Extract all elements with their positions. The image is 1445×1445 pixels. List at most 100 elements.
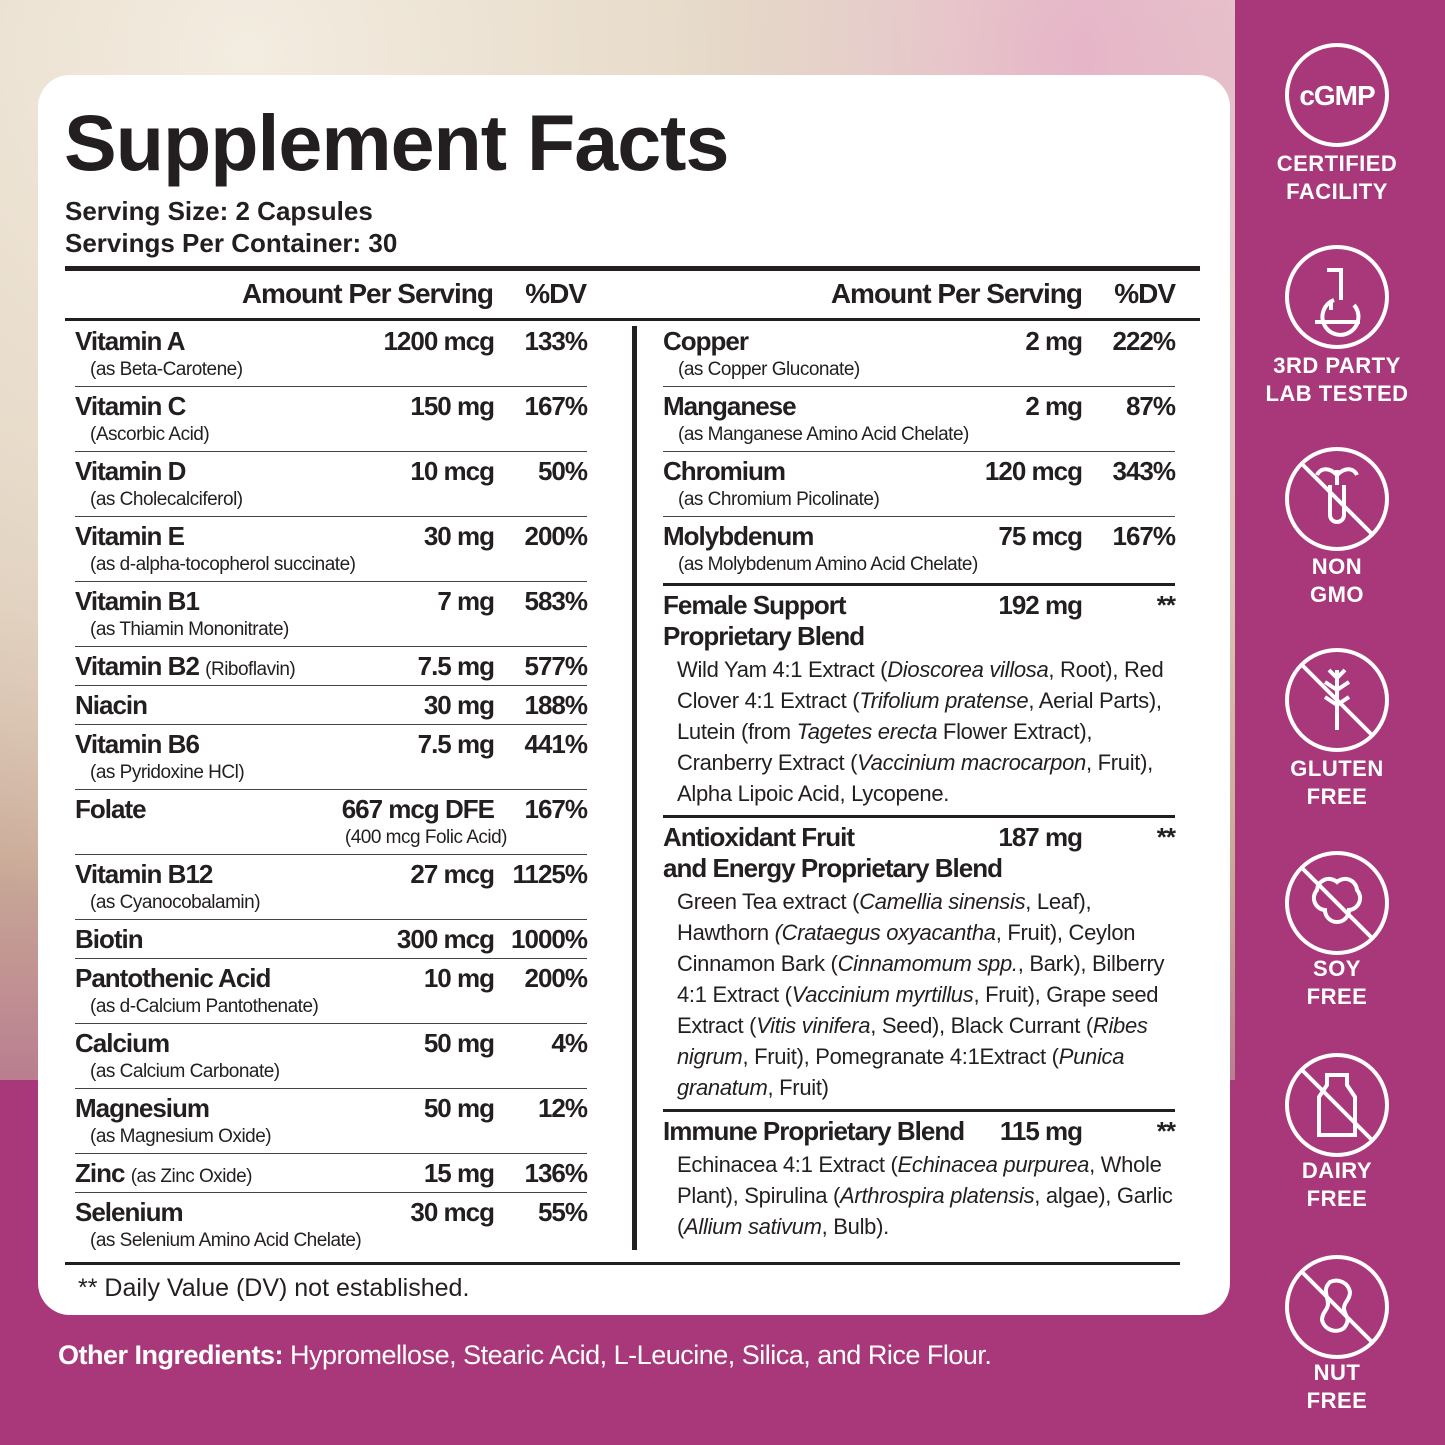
ingredient-text: , Root), Red Clover 4:1 Extract ( [677, 657, 1164, 713]
amount: 30 mcg [410, 1197, 495, 1227]
nutrient-name: Vitamin B2 (Riboflavin) [75, 649, 418, 683]
nutrient-name: Vitamin B1 [75, 584, 437, 618]
amount: 15 mg [423, 1158, 495, 1188]
nutrient-row: Vitamin B2 (Riboflavin) 7.5 mg 577% [75, 647, 589, 686]
botanical-name: Punica granatum [677, 1044, 1125, 1100]
nutrient-name: Pantothenic Acid [75, 961, 424, 995]
blend-amount: 187 mg [998, 822, 1083, 852]
gmo-icon [1315, 467, 1359, 524]
daily-value: 1000% [511, 924, 588, 954]
nutrient-label: Vitamin D [75, 456, 186, 486]
blend: Antioxidant Fruit and Energy Proprietary … [663, 815, 1176, 1109]
daily-value: 87% [1125, 391, 1176, 421]
nutrient-row: Molybdenum 75 mcg 167% (as Molybdenum Amino… [663, 517, 1176, 581]
row-main: Magnesium 50 mg 12% [75, 1091, 588, 1125]
botanical-name: Vaccinium macrocarpon [857, 750, 1086, 775]
ingredient-text: , Fruit) [767, 1075, 829, 1100]
daily-value: 577% [524, 651, 589, 681]
nutrient-note: (as d-alpha-tocopherol succinate) [90, 554, 356, 575]
nutrient-label: Vitamin B6 [75, 729, 200, 759]
botanical-name: (Crataegus oxyacantha [774, 920, 996, 945]
nutrient-name: Vitamin D [75, 454, 410, 488]
nutrient-row: Zinc (as Zinc Oxide) 15 mg 136% [75, 1154, 588, 1193]
icon-slash [1300, 1270, 1374, 1344]
icon-circle [1285, 447, 1389, 551]
right-table: Copper 2 mg 222% (as Copper Gluconate) Manga… [663, 322, 1177, 1248]
daily-value: 167% [524, 391, 589, 421]
microscope-icon [1315, 268, 1361, 337]
amount: 2 mg [1025, 326, 1083, 356]
nutrient-note: (as d-Calcium Pantothenate) [90, 996, 319, 1017]
other-ingredients: Other Ingredients: Hypromellose, Stearic… [58, 1338, 992, 1372]
daily-value: 200% [524, 963, 589, 993]
nutrient-label: Vitamin C [75, 391, 186, 421]
badge-label: GLUTEN FREE [1237, 755, 1437, 811]
ingredient-text: , algae), Garlic ( [677, 1183, 1173, 1239]
nutrient-name: Chromium [663, 454, 985, 488]
nutrient-name: Vitamin C [75, 389, 410, 423]
icon-circle [1285, 851, 1389, 955]
botanical-name: Echinacea purpurea [897, 1152, 1090, 1177]
ingredient-text: Echinacea 4:1 Extract ( [677, 1152, 898, 1177]
blend-name-line: Antioxidant Fruit [663, 822, 855, 852]
blend-dv: ** [1156, 590, 1176, 620]
amount-note: (400 mcg Folic Acid) [344, 827, 508, 848]
badge-label-line: DAIRY [1301, 1158, 1373, 1183]
row-main: Zinc (as Zinc Oxide) 15 mg 136% [75, 1156, 588, 1190]
amount: 7 mg [437, 586, 495, 616]
daily-value: 133% [524, 326, 589, 356]
nutrient-row: Vitamin B12 27 mcg 1125% (as Cyanocobalamin… [75, 855, 588, 920]
nutrient-name: Selenium [75, 1195, 410, 1229]
blend-description: Echinacea 4:1 Extract (Echinacea purpure… [663, 1147, 1175, 1242]
blend-header: Female Support Proprietary Blend 192 mg ** [663, 590, 1176, 652]
botanical-name: Vaccinium myrtillus [791, 982, 974, 1007]
badge-label-line: SOY [1313, 956, 1361, 981]
badge-label-line: FREE [1306, 1186, 1368, 1211]
nutrient-label: Vitamin E [75, 521, 185, 551]
badge-label-line: NON [1311, 554, 1363, 579]
badge-label-line: CERTIFIED [1276, 151, 1398, 176]
row-main: Pantothenic Acid 10 mg 200% [75, 961, 589, 995]
daily-value: 343% [1112, 456, 1177, 486]
serving-size: Serving Size: 2 Capsules [65, 196, 373, 226]
blend-name-line: Female Support [663, 590, 846, 620]
badge-label: DAIRY FREE [1237, 1157, 1437, 1213]
ingredient-text: , Bulb). [821, 1214, 890, 1239]
nutrient-note: (Riboflavin) [205, 659, 296, 680]
nutrient-note: (Ascorbic Acid) [90, 424, 210, 445]
badge-label-line: FREE [1306, 984, 1368, 1009]
nutrient-label: Manganese [663, 391, 797, 421]
nutrient-label: Biotin [75, 924, 144, 954]
nutrient-note: (as Chromium Picolinate) [678, 489, 880, 510]
nutrient-row: Selenium 30 mcg 55% (as Selenium Amino Acid… [75, 1193, 588, 1257]
row-main: Calcium 50 mg 4% [75, 1026, 588, 1060]
amount: 10 mg [423, 963, 495, 993]
daily-value: 55% [537, 1197, 588, 1227]
nutrient-name: Vitamin B12 [75, 857, 410, 891]
nutrient-note: (as Magnesium Oxide) [90, 1126, 272, 1147]
botanical-name: Tagetes erecta [796, 719, 938, 744]
other-ingredients-label: Other Ingredients: [58, 1340, 284, 1370]
blend-header: Antioxidant Fruit and Energy Proprietary … [663, 822, 1176, 884]
nutrient-row: Calcium 50 mg 4% (as Calcium Carbonate) [75, 1024, 588, 1089]
nutrient-name: Vitamin B6 [75, 727, 418, 761]
nutrient-label: Selenium [75, 1197, 184, 1227]
nutrient-row: Vitamin E 30 mg 200% (as d-alpha-tocopherol… [75, 517, 588, 582]
nutrient-label: Vitamin B2 [75, 651, 200, 681]
nutrient-row: Chromium 120 mcg 343% (as Chromium Picolina… [663, 452, 1177, 517]
nutrient-note: (as Selenium Amino Acid Chelate) [90, 1230, 362, 1251]
column-divider [632, 326, 637, 1250]
amount: 7.5 mg [417, 729, 495, 759]
nutrient-name: Manganese [663, 389, 1025, 423]
nutrient-label: Vitamin B1 [75, 586, 200, 616]
ingredient-text: , Fruit), Grape seed Extract ( [677, 982, 1159, 1038]
nutrient-label: Niacin [75, 690, 148, 720]
nutrient-name: Vitamin A [75, 324, 383, 358]
nutrient-note: (as Calcium Carbonate) [90, 1061, 280, 1082]
row-main: Vitamin E 30 mg 200% [75, 519, 588, 553]
blend-name-line: and Energy Proprietary Blend [663, 853, 1003, 883]
amount: 75 mcg [998, 521, 1083, 551]
row-main: Folate 667 mcg DFE 167% [75, 792, 588, 826]
nutrient-name: Copper [663, 324, 1025, 358]
blend-dv: ** [1156, 822, 1176, 852]
